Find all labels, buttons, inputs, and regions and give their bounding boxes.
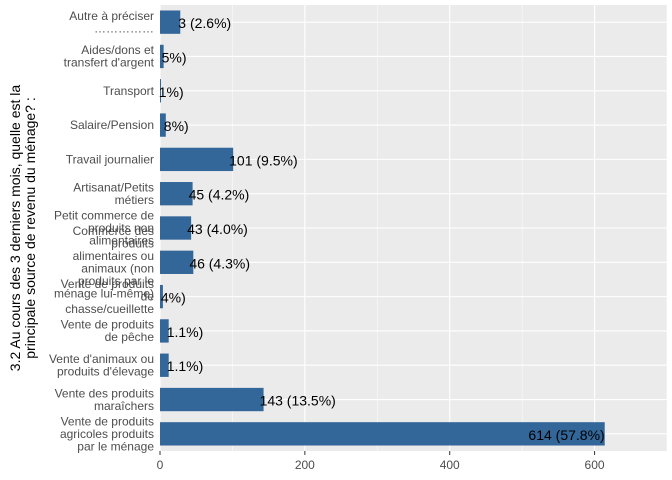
data-label: 1.1%) [167,358,204,374]
bar [160,79,161,103]
bar [160,284,163,309]
bar [160,319,169,343]
bars [160,10,605,446]
category-label: Travail journalier [66,152,154,166]
category-label: Salaire/Pension [70,118,154,132]
x-tick-label: 600 [585,458,605,472]
data-labels: 3 (2.6%) 5%) 1%) 8%) 101 (9.5%) 45 (4.2%) 43 (… [159,15,605,443]
category-label: Petit commerce de produits non alimentaire… [54,209,154,248]
data-label: 1.1%) [167,324,204,340]
data-label: 101 (9.5%) [229,152,297,168]
category-label: Vente des produits maraîchers [55,386,154,413]
data-label: 46 (4.3%) [189,255,250,271]
category-label: Transport [103,84,155,98]
category-label: Commerce des produits alimentaires ou anima… [54,224,154,300]
bar [160,10,181,34]
x-tick-label: 0 [157,458,164,472]
data-label: 4%) [161,290,186,306]
bar [160,147,234,172]
bar [160,44,164,69]
bar [160,387,264,412]
bar [160,250,194,274]
bar [160,113,166,137]
bar [160,216,192,240]
category-label: Artisanat/Petits métiers [73,180,154,207]
data-label: 143 (13.5%) [260,393,336,409]
x-tick-label: 400 [440,458,460,472]
data-label: 5%) [162,49,187,65]
bar [160,422,605,446]
data-label: 3 (2.6%) [178,15,231,31]
category-label: Vente de produits de pêche [61,318,155,345]
x-tick-label: 200 [295,458,315,472]
grid-lines [159,5,668,451]
data-label: 8%) [164,118,189,134]
category-label: Autre à préciser…………… [69,9,154,36]
data-label: 45 (4.2%) [189,187,250,203]
category-label: Vente de produits de chasse/cueillette [61,277,155,316]
data-label: 43 (4.0%) [187,221,248,237]
data-label: 614 (57.8%) [528,427,604,443]
category-label: Vente d'animaux ou produits d'élevage [49,352,154,379]
bar [160,353,169,377]
data-label: 1%) [159,84,184,100]
x-axis: 0 200 400 600 [157,451,605,472]
category-label: Vente de produits agricoles produits par l… [60,414,154,453]
bar [160,182,193,206]
category-labels: Autre à préciser …………… Aides/dons et transf… [49,9,155,453]
category-label: Aides/dons et transfert d'argent [64,43,155,70]
y-axis-title: 3.2 Au cours des 3 derniers mois, quelle… [7,85,38,372]
